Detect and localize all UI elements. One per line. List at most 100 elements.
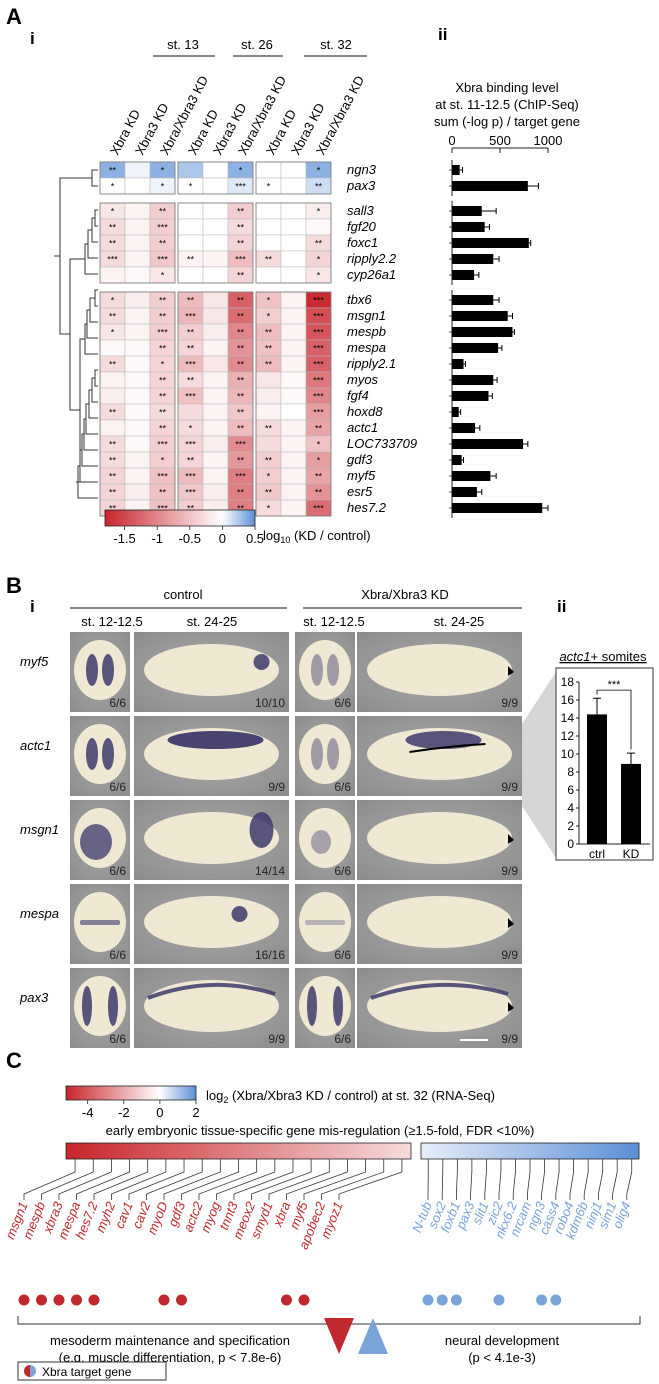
colorbar-a-tick-label: -0.5 [179,531,201,546]
embryo-body [367,812,512,864]
embryo-image-myf5-0: 6/6 [70,632,130,712]
heatmap-star-actc1-3: * [189,424,193,434]
heatmap-cell-myf5-7 [280,467,307,485]
row-label-tbx6: tbx6 [347,292,372,307]
heatmap-star-tbx6-0: * [111,296,115,306]
embryo-row-label-myf5: myf5 [20,654,49,669]
heatmap-star-loc733709-2: *** [157,440,168,450]
downregulated-triangle [324,1318,354,1354]
binding-error-myf5 [490,473,497,479]
meso-connector [303,1159,367,1200]
heatmap-cell-fgf20-3 [177,218,204,236]
heatmap-star-sall3-5: ** [237,207,245,217]
embryo-count-myf5-2: 6/6 [334,696,351,710]
somite-y-tick-label: 12 [561,729,575,743]
somite-y-tick-label: 0 [567,837,574,851]
heatmap-star-fgf20-5: ** [237,223,245,233]
binding-bar-mespb [452,327,513,337]
expression-stain [327,738,339,770]
heatmap-star-actc1-2: ** [159,424,167,434]
heatmap-cell-esr5-1 [124,483,151,501]
somite-line [409,743,486,753]
heatmap-star-hoxd8-2: ** [159,408,167,418]
embryo-image-mespa-1: 16/16 [134,884,289,964]
binding-error-hes7-2 [542,505,549,511]
panel-b-ii-label: ii [557,597,566,616]
colorbar-a-title: log10 (KD / control) [263,528,371,545]
somite-y-tick-label: 8 [567,765,574,779]
embryo-body [367,896,512,948]
heatmap-cell-fgf4-6 [255,387,282,405]
heatmap-cell-foxc1-6 [255,234,282,252]
heatmap-cell-ripply2-2-7 [280,250,307,268]
heatmap-star-msgn1-6: * [267,312,271,322]
embryo-row-label-msgn1: msgn1 [20,822,59,837]
expression-stain [86,654,98,686]
heatmap-cell-actc1-7 [280,419,307,437]
stage-label-4: st. 24-25 [434,614,485,629]
heatmap-cell-foxc1-3 [177,234,204,252]
embryo-body [367,980,512,1032]
binding-title-2: at st. 11-12.5 (ChIP-Seq) [435,97,579,112]
heatmap-star-ngn3-0: ** [109,166,117,176]
heatmap-cell-cyp26a1-1 [124,266,151,284]
row-label-hes7-2: hes7.2 [347,500,387,515]
embryo-image-mespa-3: 9/9 [357,884,522,964]
neural-connector [598,1159,604,1200]
heatmap-star-ripply2-1-3: *** [185,360,196,370]
heatmap-block-border [99,202,176,284]
heatmap-block-border [255,291,332,517]
heatmap-cell-mespa-4 [202,339,229,357]
embryo-image-actc1-1: 9/9 [134,716,289,796]
panel-a-label: A [6,4,22,29]
heatmap-star-actc1-6: ** [265,424,273,434]
heatmap-star-mespa-6: ** [265,344,273,354]
meso-target-dot [88,1294,100,1306]
embryo-body [299,976,351,1036]
heatmap-star-mespb-5: ** [237,328,245,338]
heatmap-star-actc1-5: ** [237,424,245,434]
heatmap-star-mespa-8: *** [313,344,324,354]
heatmap-cell-myos-6 [255,371,282,389]
embryo-image-actc1-0: 6/6 [70,716,130,796]
meso-connector [128,1159,185,1200]
heatmap-cell-ngn3-1 [124,161,151,179]
heatmap-star-hes7-2-0: ** [109,504,117,514]
row-label-loc733709: LOC733709 [347,436,417,451]
somite-y-tick-label: 16 [561,693,575,707]
heatmap-cell-tbx6-1 [124,291,151,309]
embryo-count-mespa-2: 6/6 [334,948,351,962]
heatmap-star-loc733709-8: * [317,440,321,450]
heatmap-cell-sall3-6 [255,202,282,220]
legend-icon-red-half [24,1365,30,1377]
heatmap-star-esr5-2: ** [159,488,167,498]
heatmap-star-ripply2-2-6: ** [265,255,273,265]
embryo-row-label-mespa: mespa [20,906,59,921]
heatmap-star-ripply2-2-2: *** [157,255,168,265]
heatmap-star-myf5-3: *** [185,472,196,482]
heatmap-star-cyp26a1-8: * [317,271,321,281]
meso-connector [76,1159,130,1200]
embryo-count-msgn1-2: 6/6 [334,864,351,878]
heatmap-star-pax3-8: ** [315,182,323,192]
colorbar-c-ticks: -4 -2 0 2 [82,1100,200,1120]
expression-stain [86,738,98,770]
meso-target-dot [298,1294,310,1306]
heatmap-cell-mespb-7 [280,323,307,341]
binding-bar-sall3 [452,206,482,216]
arrowhead-marker [508,1002,514,1012]
somite-x-label-ctrl: ctrl [589,847,605,861]
heatmap-cell-myf5-1 [124,467,151,485]
heatmap-star-esr5-8: ** [315,488,323,498]
heatmap-cell-foxc1-1 [124,234,151,252]
neural-connector [512,1159,516,1200]
condition-control: control [163,587,202,602]
arrowhead-marker [508,666,514,676]
heatmap-star-gdf3-5: ** [237,456,245,466]
heatmap-star-myf5-6: * [267,472,271,482]
neural-target-dot [550,1294,562,1306]
heatmap-cell-pax3-7 [280,177,307,195]
stage-label-1: st. 12-12.5 [81,614,142,629]
row-label-ngn3: ngn3 [347,162,377,177]
heatmap-star-hes7-2-6: * [267,504,271,514]
